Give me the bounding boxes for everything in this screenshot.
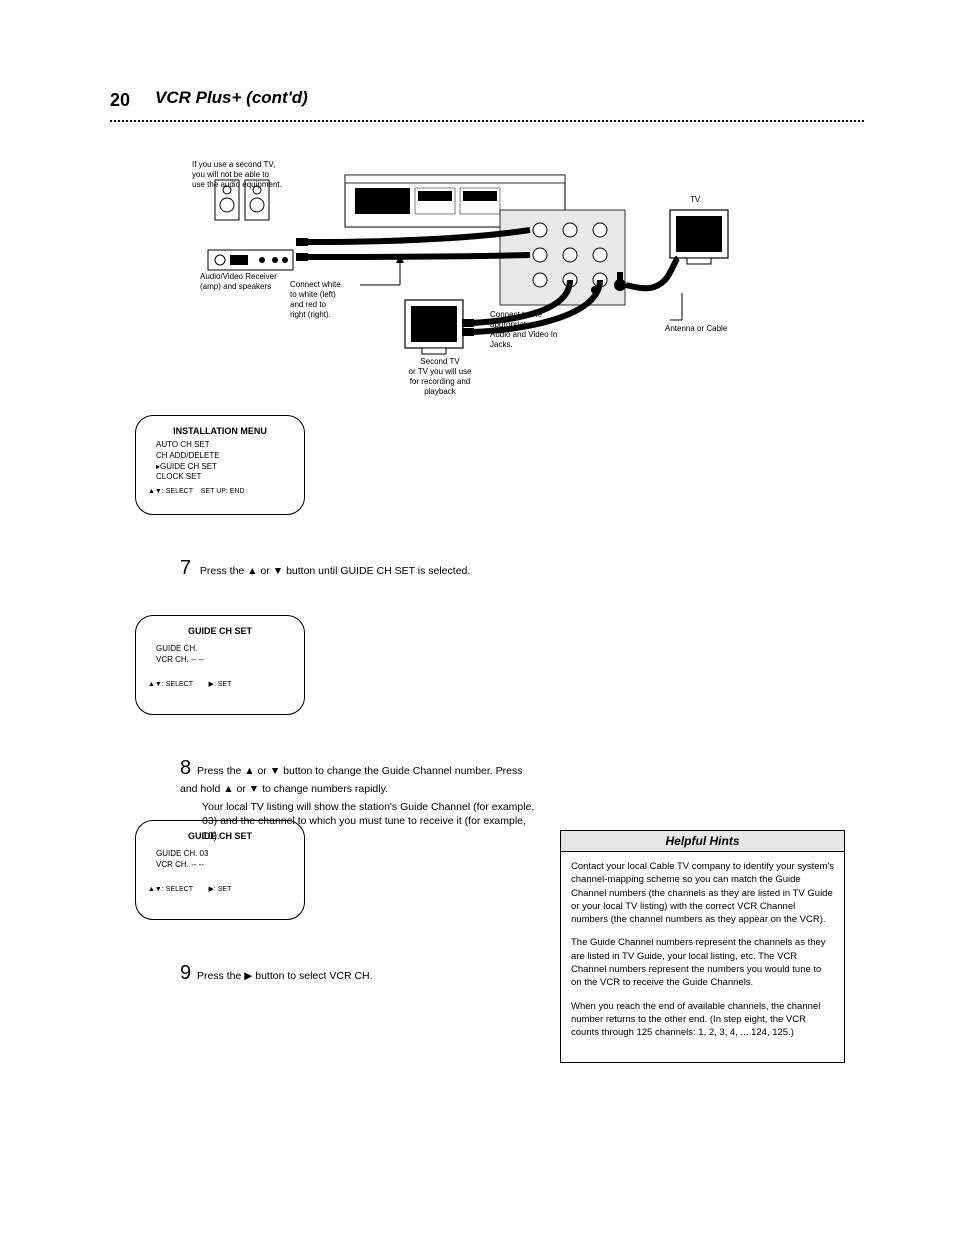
hookup-diagram: If you use a second TV,you will not be a… — [190, 160, 750, 390]
osd-box-guide-ch-set-2: GUIDE CH SET GUIDE CH. 03 VCR CH. -- -- … — [135, 820, 305, 920]
osd-lines: GUIDE CH. VCR CH. -- -- — [156, 644, 292, 666]
label-audio-cables: Connect whiteto white (left)and red tori… — [290, 280, 360, 320]
osd-item: ▸GUIDE CH SET — [156, 462, 292, 473]
osd-lines: GUIDE CH. 03 VCR CH. -- -- — [156, 849, 292, 871]
label-second-tv: Second TVor TV you will usefor recording… — [395, 357, 485, 397]
osd-line: GUIDE CH. 03 — [156, 849, 292, 860]
osd-title: GUIDE CH SET — [148, 626, 292, 636]
osd-line: GUIDE CH. — [156, 644, 292, 655]
hints-body: Contact your local Cable TV company to i… — [561, 852, 844, 1062]
hints-para: When you reach the end of available chan… — [571, 1000, 834, 1040]
osd-item: CLOCK SET — [156, 472, 292, 483]
osd-item: CH ADD/DELETE — [156, 451, 292, 462]
hints-title: Helpful Hints — [561, 831, 844, 852]
osd-line: VCR CH. -- -- — [156, 655, 292, 666]
osd-footer: ▲▼: SELECT SET UP: END — [148, 488, 292, 495]
osd-line: VCR CH. -- -- — [156, 860, 292, 871]
osd-menu-items: AUTO CH SET CH ADD/DELETE ▸GUIDE CH SET … — [156, 440, 292, 483]
osd-footer: ▲▼: SELECT ▶: SET — [148, 885, 292, 893]
osd-title: INSTALLATION MENU — [148, 426, 292, 436]
hints-para: The Guide Channel numbers represent the … — [571, 936, 834, 989]
osd-footer: ▲▼: SELECT ▶: SET — [148, 680, 292, 688]
label-av-receiver: Audio/Video Receiver(amp) and speakers — [200, 272, 300, 292]
label-antenna: Antenna or Cable — [665, 324, 755, 334]
step-9-text: 9 Press the ▶ button to select VCR CH. — [180, 960, 520, 987]
osd-title: GUIDE CH SET — [148, 831, 292, 841]
osd-box-guide-ch-set-1: GUIDE CH SET GUIDE CH. VCR CH. -- -- ▲▼:… — [135, 615, 305, 715]
step-7-text: 7 Press the ▲ or ▼ button until GUIDE CH… — [180, 555, 730, 582]
label-speakers-note: If you use a second TV,you will not be a… — [192, 160, 302, 190]
osd-box-install-menu: INSTALLATION MENU AUTO CH SET CH ADD/DEL… — [135, 415, 305, 515]
hints-para: Contact your local Cable TV company to i… — [571, 860, 834, 926]
osd-item: AUTO CH SET — [156, 440, 292, 451]
label-video-out: Connect to the appropriateAudio and Vide… — [490, 310, 570, 350]
page-number: 20 — [110, 90, 130, 111]
dotted-rule — [110, 120, 864, 122]
helpful-hints-box: Helpful Hints Contact your local Cable T… — [560, 830, 845, 1063]
page-title: VCR Plus+ (cont'd) — [155, 88, 308, 108]
label-main-tv: TV — [690, 195, 700, 205]
